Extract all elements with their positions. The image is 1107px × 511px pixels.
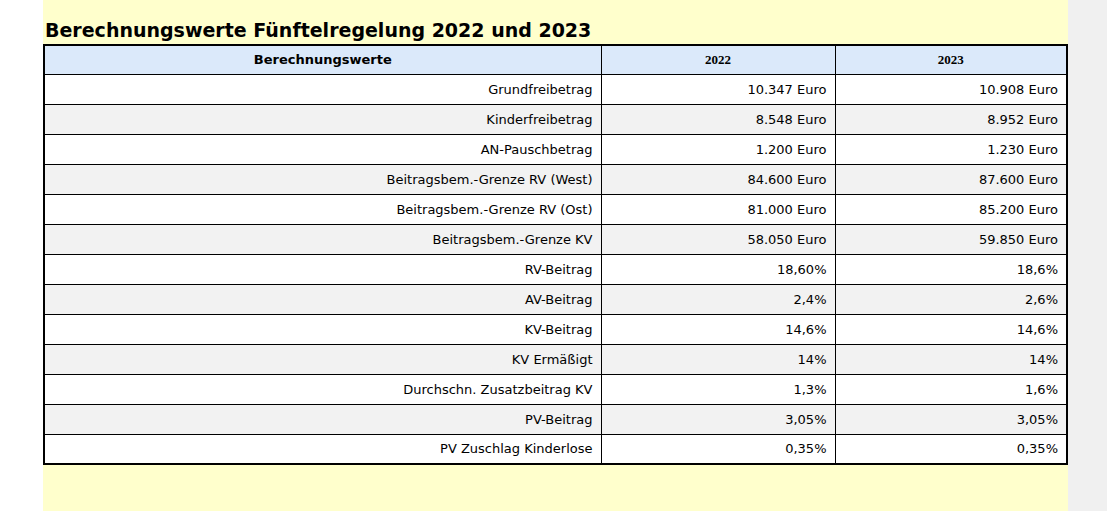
- value-2023-cell: 0,35%: [835, 434, 1067, 464]
- row-label-cell: AV-Beitrag: [44, 284, 601, 314]
- column-header-2023: 2023: [835, 45, 1067, 74]
- value-2023-cell: 14,6%: [835, 314, 1067, 344]
- value-2022-cell: 1,3%: [601, 374, 835, 404]
- row-label-cell: Grundfreibetrag: [44, 74, 601, 104]
- table-row: RV-Beitrag 18,60% 18,6%: [44, 254, 1067, 284]
- table-row: Beitragsbem.-Grenze KV 58.050 Euro 59.85…: [44, 224, 1067, 254]
- row-label-cell: AN-Pauschbetrag: [44, 134, 601, 164]
- value-2022-cell: 10.347 Euro: [601, 74, 835, 104]
- value-2022-cell: 81.000 Euro: [601, 194, 835, 224]
- value-2022-cell: 0,35%: [601, 434, 835, 464]
- row-label-cell: KV-Beitrag: [44, 314, 601, 344]
- value-2023-cell: 14%: [835, 344, 1067, 374]
- header-row: Berechnungswerte 2022 2023: [44, 45, 1067, 74]
- value-2022-cell: 3,05%: [601, 404, 835, 434]
- value-2022-cell: 1.200 Euro: [601, 134, 835, 164]
- value-2023-cell: 2,6%: [835, 284, 1067, 314]
- row-label-cell: Kinderfreibetrag: [44, 104, 601, 134]
- value-2022-cell: 58.050 Euro: [601, 224, 835, 254]
- row-label-cell: Durchschn. Zusatzbeitrag KV: [44, 374, 601, 404]
- value-2023-cell: 1,6%: [835, 374, 1067, 404]
- row-label-cell: RV-Beitrag: [44, 254, 601, 284]
- row-label-cell: PV-Beitrag: [44, 404, 601, 434]
- page-content: Berechnungswerte Fünftelregelung 2022 un…: [43, 0, 1068, 511]
- table-body: Grundfreibetrag 10.347 Euro 10.908 Euro …: [44, 74, 1067, 464]
- value-2023-cell: 1.230 Euro: [835, 134, 1067, 164]
- value-2022-cell: 8.548 Euro: [601, 104, 835, 134]
- table-row: Beitragsbem.-Grenze RV (Ost) 81.000 Euro…: [44, 194, 1067, 224]
- table-header: Berechnungswerte 2022 2023: [44, 45, 1067, 74]
- value-2022-cell: 84.600 Euro: [601, 164, 835, 194]
- row-label-cell: Beitragsbem.-Grenze RV (West): [44, 164, 601, 194]
- table-row: PV Zuschlag Kinderlose 0,35% 0,35%: [44, 434, 1067, 464]
- page-title: Berechnungswerte Fünftelregelung 2022 un…: [45, 19, 1068, 41]
- column-header-berechnungswerte: Berechnungswerte: [44, 45, 601, 74]
- value-2023-cell: 18,6%: [835, 254, 1067, 284]
- value-2023-cell: 10.908 Euro: [835, 74, 1067, 104]
- row-label-cell: KV Ermäßigt: [44, 344, 601, 374]
- row-label-cell: Beitragsbem.-Grenze RV (Ost): [44, 194, 601, 224]
- value-2022-cell: 14%: [601, 344, 835, 374]
- value-2022-cell: 14,6%: [601, 314, 835, 344]
- row-label-cell: PV Zuschlag Kinderlose: [44, 434, 601, 464]
- value-2023-cell: 8.952 Euro: [835, 104, 1067, 134]
- calculation-values-table: Berechnungswerte 2022 2023 Grundfreibetr…: [43, 44, 1068, 465]
- value-2023-cell: 87.600 Euro: [835, 164, 1067, 194]
- value-2022-cell: 2,4%: [601, 284, 835, 314]
- table-row: KV-Beitrag 14,6% 14,6%: [44, 314, 1067, 344]
- row-label-cell: Beitragsbem.-Grenze KV: [44, 224, 601, 254]
- value-2023-cell: 3,05%: [835, 404, 1067, 434]
- table-row: Kinderfreibetrag 8.548 Euro 8.952 Euro: [44, 104, 1067, 134]
- value-2022-cell: 18,60%: [601, 254, 835, 284]
- table-row: Beitragsbem.-Grenze RV (West) 84.600 Eur…: [44, 164, 1067, 194]
- table-row: PV-Beitrag 3,05% 3,05%: [44, 404, 1067, 434]
- table-row: AN-Pauschbetrag 1.200 Euro 1.230 Euro: [44, 134, 1067, 164]
- table-row: Durchschn. Zusatzbeitrag KV 1,3% 1,6%: [44, 374, 1067, 404]
- left-margin-strip: [0, 0, 43, 511]
- table-row: Grundfreibetrag 10.347 Euro 10.908 Euro: [44, 74, 1067, 104]
- table-row: KV Ermäßigt 14% 14%: [44, 344, 1067, 374]
- right-margin-strip: [1068, 0, 1107, 511]
- value-2023-cell: 85.200 Euro: [835, 194, 1067, 224]
- value-2023-cell: 59.850 Euro: [835, 224, 1067, 254]
- table-row: AV-Beitrag 2,4% 2,6%: [44, 284, 1067, 314]
- column-header-2022: 2022: [601, 45, 835, 74]
